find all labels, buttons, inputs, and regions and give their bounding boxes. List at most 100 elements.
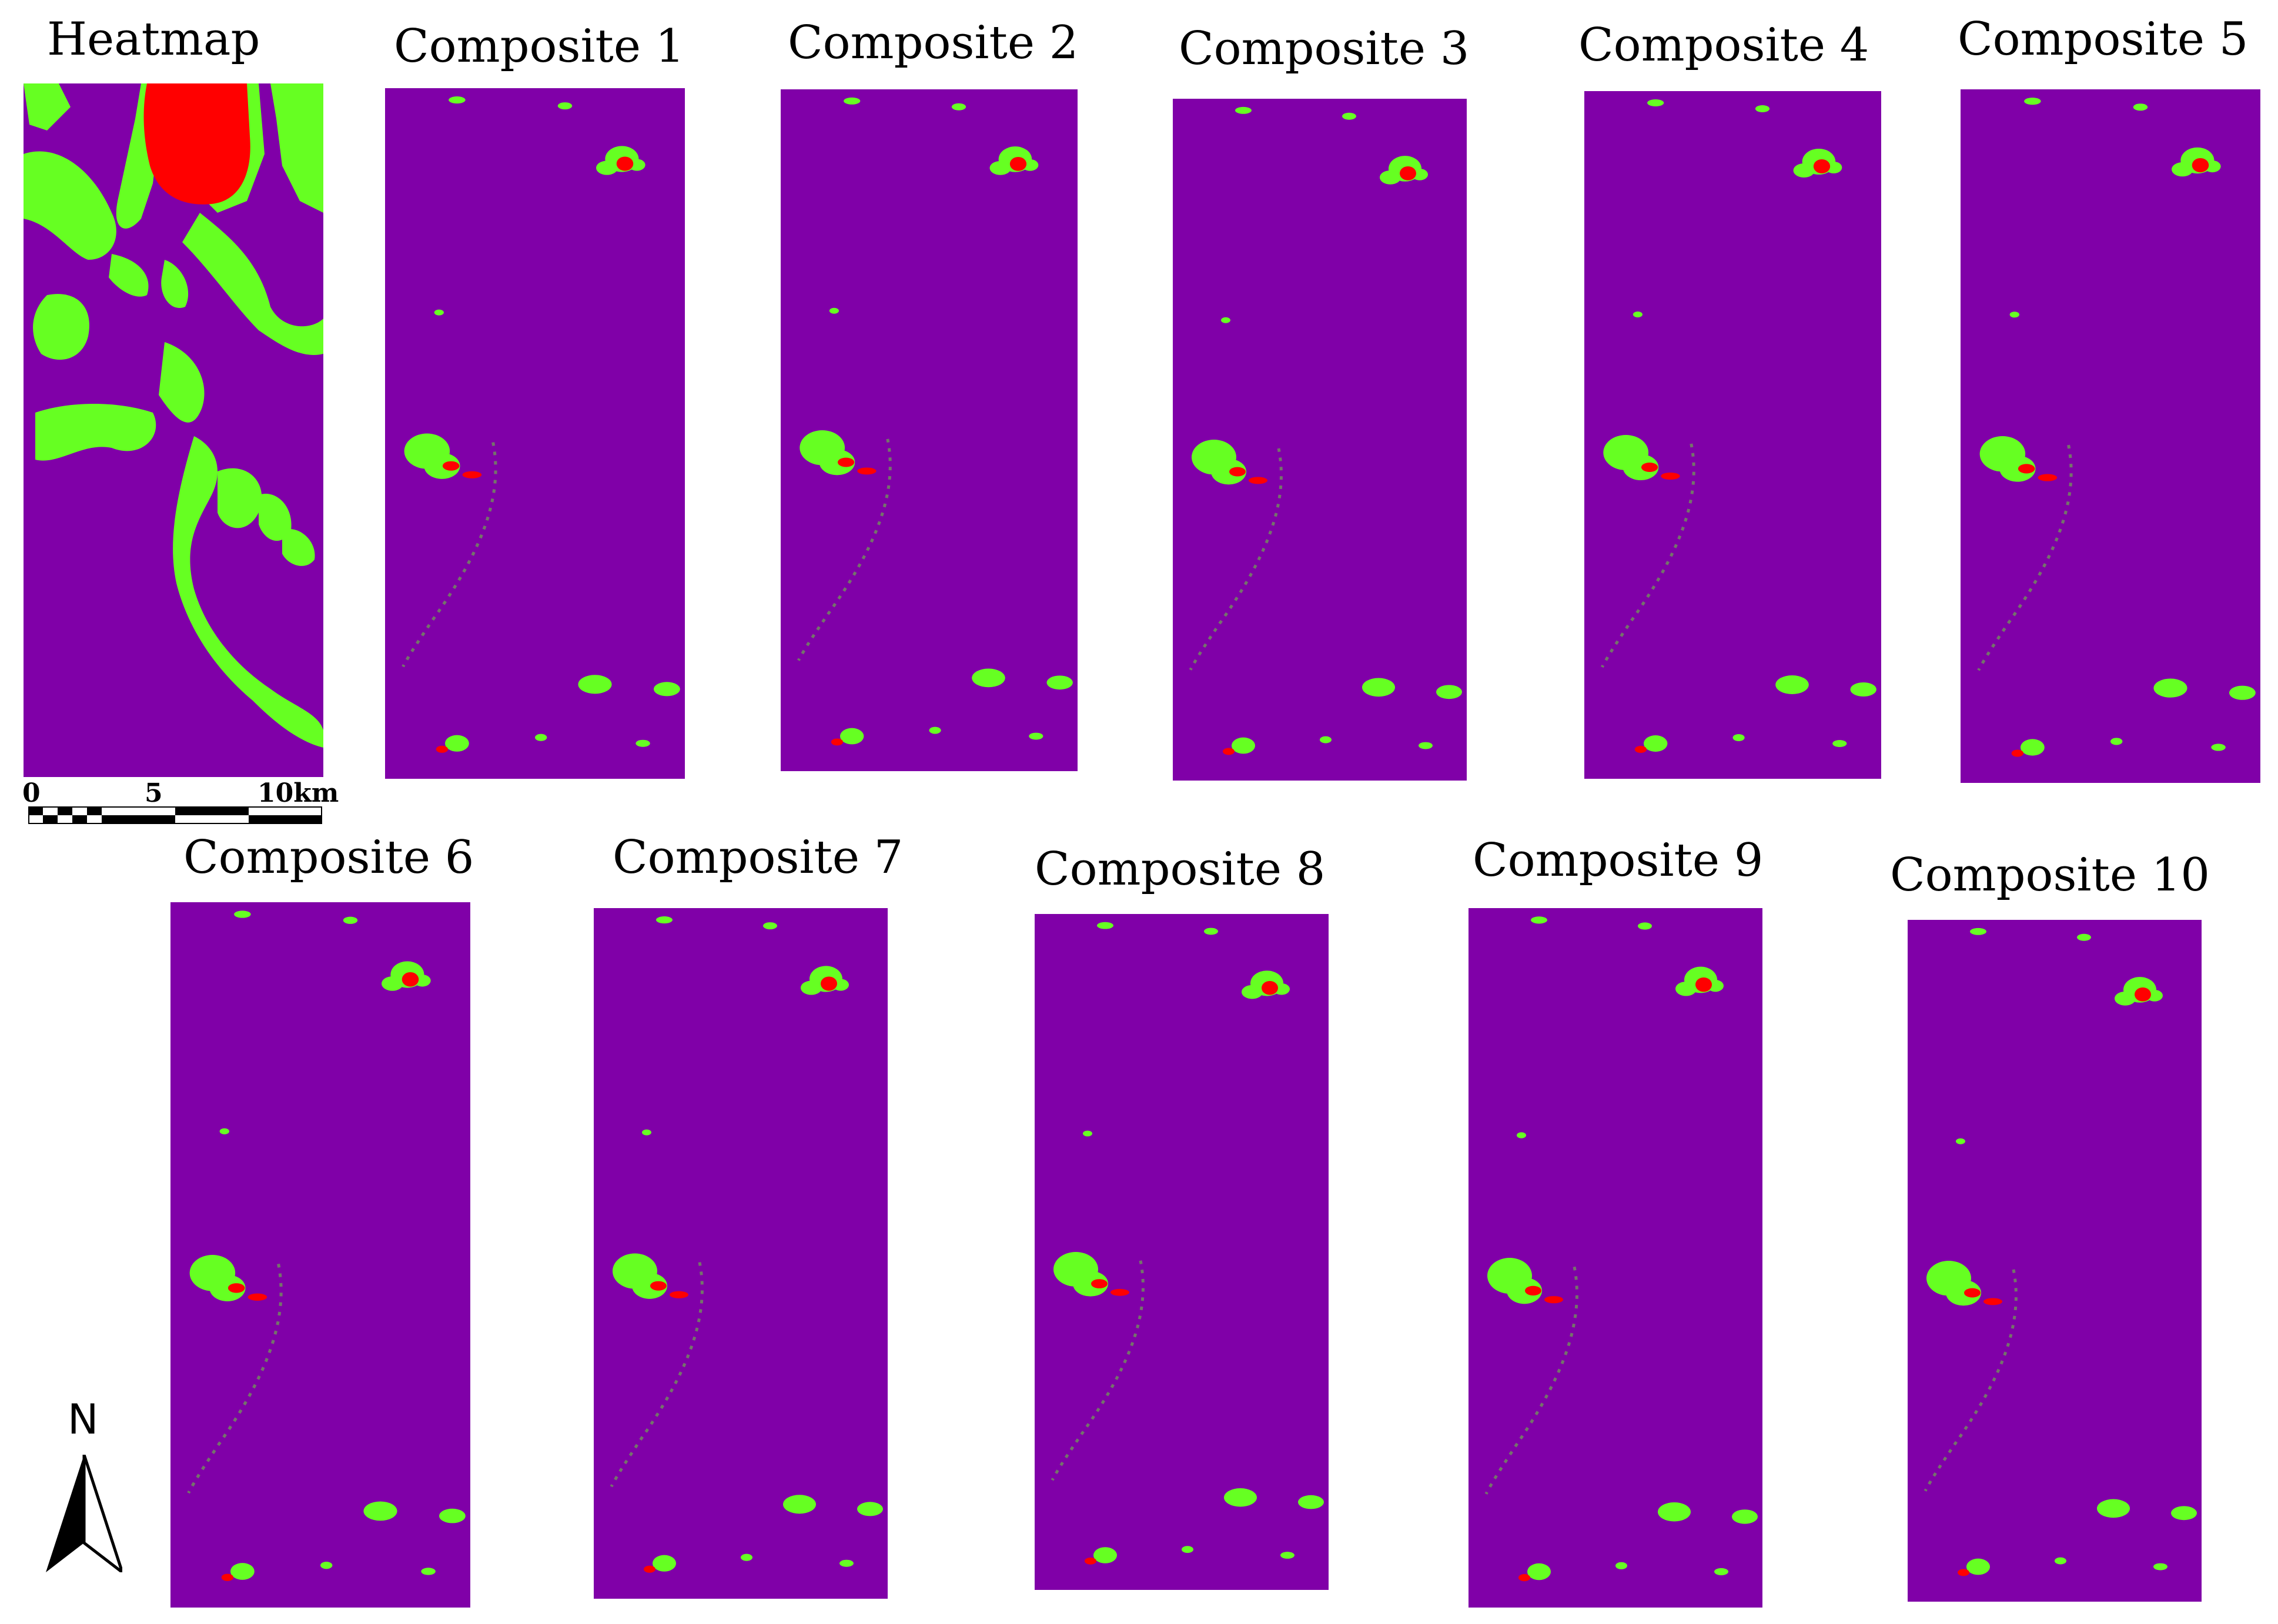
composite-channel-trace [797, 438, 892, 661]
heatmap-high-region [143, 83, 250, 205]
composite-high-region [1110, 1288, 1129, 1296]
composite-low-region [1320, 736, 1332, 744]
composite-channel-trace [1189, 448, 1283, 671]
composite-high-region [1983, 1298, 2002, 1305]
composite-high-region [837, 457, 855, 467]
composite-high-region [1634, 746, 1647, 753]
composite-low-region [840, 728, 864, 745]
composite-channel-trace [1601, 443, 1695, 668]
composite-channel-trace [1977, 444, 2073, 671]
composite-2-panel [781, 89, 1078, 771]
composite-high-region [228, 1283, 245, 1293]
composite-low-region [1732, 1509, 1758, 1524]
composite-high-region [1695, 977, 1712, 992]
composite-low-region [1029, 732, 1043, 740]
composite-low-region [632, 1273, 667, 1299]
composite-low-region [445, 735, 469, 752]
composite-low-region [578, 675, 612, 694]
panel-title-composite-3: Composite 3 [1179, 22, 1470, 75]
composite-low-region [1732, 734, 1745, 741]
composite-high-region [1091, 1279, 1108, 1288]
composite-low-region [320, 1562, 333, 1569]
composite-low-region [1221, 317, 1230, 323]
composite-channel-trace [402, 442, 497, 668]
composite-low-region [234, 910, 251, 918]
composite-high-region [221, 1573, 234, 1581]
composite-low-region [449, 96, 466, 104]
composite-7-panel [594, 908, 888, 1599]
composite-low-region [972, 668, 1005, 688]
composite-low-region [535, 734, 547, 741]
composite-8-panel [1035, 914, 1329, 1590]
composite-low-region [219, 1128, 229, 1134]
composite-low-region [929, 726, 941, 734]
composite-low-region [1531, 916, 1547, 924]
composite-high-region [1085, 1557, 1096, 1565]
composite-5-panel [1961, 89, 2260, 783]
composite-low-region [1832, 740, 1847, 747]
composite-low-region [1970, 927, 1986, 935]
composite-9-panel [1469, 908, 1762, 1608]
panel-title-composite-6: Composite 6 [183, 831, 474, 884]
composite-low-region [596, 160, 618, 175]
composite-low-region [783, 1495, 816, 1514]
heatmap-low-regions [24, 83, 323, 748]
composite-background [1584, 91, 1881, 779]
composite-low-region [1999, 456, 2036, 482]
composite-high-region [1813, 159, 1831, 173]
composite-low-region [1647, 99, 1664, 106]
composite-low-region [1527, 1563, 1551, 1581]
composite-low-region [763, 922, 777, 930]
composite-low-region [635, 739, 650, 747]
composite-background [1035, 914, 1329, 1590]
composite-3-panel [1173, 99, 1467, 781]
composite-low-region [829, 307, 839, 314]
composite-low-region [1675, 982, 1697, 996]
composite-high-region [2011, 749, 2024, 757]
composite-low-region [857, 1502, 883, 1516]
composite-low-region [2229, 685, 2256, 700]
composite-low-region [2097, 1499, 2130, 1518]
composite-low-region [741, 1553, 752, 1561]
composite-low-region [1097, 922, 1113, 929]
composite-high-region [1525, 1285, 1541, 1296]
composite-channel-trace [1051, 1260, 1145, 1481]
composite-low-region [844, 97, 861, 105]
composite-low-region [1211, 458, 1246, 485]
composite-low-region [1204, 927, 1218, 935]
composite-low-region [421, 1568, 436, 1575]
composite-high-region [462, 471, 482, 478]
composite-low-region [1517, 1132, 1526, 1139]
composite-low-region [1714, 1568, 1728, 1576]
north-arrow-icon [46, 1455, 122, 1572]
composite-low-region [2009, 312, 2019, 318]
composite-high-region [1009, 157, 1027, 171]
composite-low-region [1850, 682, 1876, 697]
composite-low-region [1224, 1488, 1257, 1507]
panel-title-composite-10: Composite 10 [1890, 849, 2210, 902]
composite-low-region [1280, 1552, 1294, 1559]
panel-title-composite-5: Composite 5 [1958, 13, 2249, 66]
composite-low-region [1046, 675, 1073, 690]
composite-6-panel [170, 902, 470, 1608]
composite-low-region [1182, 1546, 1193, 1553]
panel-title-composite-4: Composite 4 [1578, 19, 1869, 72]
composite-low-region [951, 103, 966, 111]
composite-background [1908, 920, 2202, 1602]
composite-low-region [2172, 162, 2193, 177]
composite-low-region [801, 980, 822, 995]
composite-low-region [1419, 742, 1433, 749]
composite-high-region [2192, 158, 2209, 173]
composite-low-region [1658, 1502, 1691, 1522]
panel-title-composite-2: Composite 2 [788, 16, 1079, 69]
panel-title-composite-8: Composite 8 [1035, 843, 1326, 896]
composite-low-region [343, 916, 358, 924]
composite-low-region [1966, 1558, 1990, 1575]
composite-high-region [2135, 987, 2151, 1002]
composite-high-region [2018, 464, 2035, 474]
composite-low-region [2055, 1557, 2066, 1565]
composite-low-region [2024, 98, 2041, 105]
panel-title-composite-9: Composite 9 [1473, 834, 1764, 887]
composite-low-region [1380, 170, 1401, 185]
composite-low-region [1956, 1138, 1965, 1144]
